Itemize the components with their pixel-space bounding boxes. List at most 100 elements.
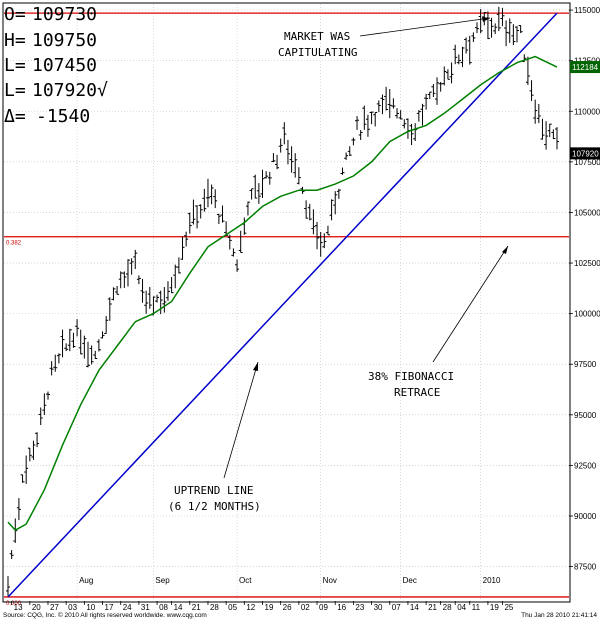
price-tick-label: 110000 [574, 107, 600, 116]
price-box-bg [570, 147, 600, 160]
ohlc-bar [264, 171, 269, 179]
readout-change-value: -1540 [36, 106, 90, 127]
ohlc-bar [198, 204, 203, 219]
level-lines: 0.382 0.000 [4, 12, 569, 607]
ohlc-bar [431, 84, 436, 97]
ohlc-bar [104, 315, 109, 335]
ohlc-bar [296, 167, 301, 185]
ohlc-bar [369, 111, 374, 125]
ohlc-bar [544, 121, 549, 150]
annotation-capitulating-line2: CAPITULATING [278, 46, 357, 59]
readout-last-label: L= [4, 80, 26, 101]
ohlc-bar [107, 297, 112, 321]
day-tick-label: 02 [301, 603, 310, 612]
ohlc-bar [227, 234, 232, 250]
ohlc-bar [115, 285, 120, 295]
price-tick-label: 115000 [574, 6, 600, 15]
ohlc-bar [547, 123, 552, 138]
ohlc-bar [467, 35, 472, 65]
ohlc-bar [358, 130, 363, 141]
annotation-capitulating-arrowhead [482, 17, 490, 22]
price-box-label: 107920 [572, 149, 599, 158]
readout-change-label: Δ= [4, 106, 26, 127]
ohlc-bar [191, 199, 196, 225]
ohlc-bar [395, 108, 400, 119]
month-label: Nov [323, 576, 337, 585]
ohlc-bar [85, 341, 90, 368]
level-label: 0.382 [6, 241, 22, 247]
price-tick-label: 95000 [574, 411, 597, 420]
ohlc-bar [205, 178, 210, 208]
footer-source: Source: CQG, Inc. © 2010 All rights rese… [3, 611, 207, 619]
ohlc-bar [478, 9, 483, 34]
ohlc-bar [402, 119, 407, 129]
day-tick-label: 12 [246, 603, 255, 612]
price-boxes: 112184 107920 [570, 61, 600, 160]
ohlc-bar [464, 37, 469, 54]
ohlc-bar [304, 200, 309, 219]
readout-open-value: 109730 [32, 4, 97, 25]
readout-high-label: H= [4, 30, 26, 51]
level-label: 0.000 [6, 601, 22, 607]
ohlc-bar [293, 153, 298, 178]
moving-average-group [7, 55, 558, 532]
ohlc-bar [20, 474, 25, 483]
moving-average-line [7, 55, 558, 532]
readout-high-value: 109750 [32, 30, 97, 51]
ohlc-bar [260, 169, 265, 198]
price-tick-label: 100000 [574, 310, 600, 319]
day-tick-label: 31 [141, 603, 150, 612]
day-tick-label: 04 [457, 603, 466, 612]
ohlc-bar [176, 257, 181, 274]
ohlc-bar [271, 153, 276, 163]
ohlc-bar [267, 171, 272, 185]
annotation-uptrend-line1: UPTREND LINE [174, 484, 253, 497]
ohlc-bar [409, 123, 414, 146]
ohlc-bar [31, 440, 36, 460]
ohlc-readout: O= 109730 H= 109750 L= 107450 L= 107920√… [4, 4, 108, 127]
readout-low-value: 107450 [32, 55, 97, 76]
ohlc-bar [216, 213, 221, 224]
ohlc-bar [245, 201, 250, 216]
price-tick-label: 107500 [574, 158, 600, 167]
ohlc-bar [122, 271, 127, 288]
ohlc-bar [351, 137, 356, 146]
date-axis: Aug Sep Oct Nov Dec 2010 13 20 27 03 10 17 24 31 08 14 2… [11, 576, 514, 612]
annotation-capitulating: MARKET WAS CAPITULATING [278, 17, 491, 59]
month-label: Aug [79, 576, 93, 585]
price-box: 112184 [570, 61, 600, 74]
ohlc-bar [82, 335, 87, 359]
ohlc-bar [391, 98, 396, 109]
ohlc-bar [16, 498, 21, 521]
day-tick-label: 14 [410, 603, 419, 612]
ohlc-bar [129, 258, 134, 275]
price-box-label: 112184 [572, 63, 599, 72]
uptrend-line [7, 12, 558, 598]
annotation-fibonacci-arrowhead [502, 246, 508, 254]
ohlc-bar [187, 212, 192, 234]
price-tick-label: 90000 [574, 512, 597, 521]
ohlc-bar [75, 319, 80, 337]
price-tick-label: 102500 [574, 259, 600, 268]
ohlc-bar [333, 191, 338, 215]
readout-low-label: L= [4, 55, 26, 76]
ohlc-bar [60, 329, 65, 358]
ohlc-bar [202, 188, 207, 212]
ohlc-bar [220, 205, 225, 223]
ohlc-bar [249, 188, 254, 200]
ohlc-bar [238, 230, 243, 254]
annotation-fibonacci-line2: RETRACE [394, 386, 440, 399]
month-label: Sep [155, 576, 170, 585]
day-tick-label: 30 [374, 603, 383, 612]
ohlc-bar [493, 23, 498, 34]
month-label: 2010 [483, 576, 501, 585]
ohlc-bar [442, 66, 447, 86]
day-tick-label: 23 [355, 603, 364, 612]
plot-frame [2, 2, 571, 603]
ohlc-bar [56, 353, 61, 364]
day-tick-label: 26 [283, 603, 292, 612]
ohlc-bar [71, 332, 76, 348]
day-tick-label: 05 [228, 603, 237, 612]
price-tick-label: 92500 [574, 461, 597, 470]
annotation-fibonacci: 38% FIBONACCI RETRACE [368, 245, 509, 399]
